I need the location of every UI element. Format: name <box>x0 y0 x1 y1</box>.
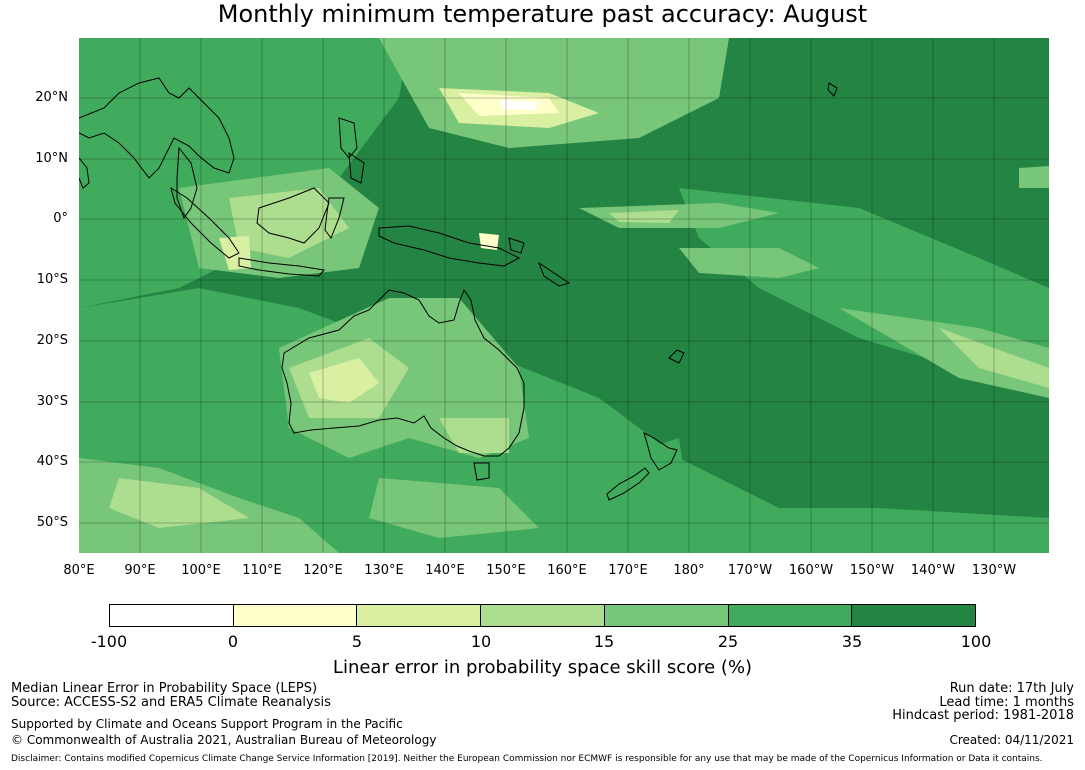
colorbar-segment <box>728 605 853 626</box>
graticule <box>79 38 1049 553</box>
lat-label-50s: 50°S <box>36 515 68 530</box>
lon-label-130w: 130°W <box>971 563 1017 578</box>
colorbar <box>109 604 976 627</box>
lat-label-20n: 20°N <box>35 90 68 105</box>
lon-label-140e: 140°E <box>425 563 465 578</box>
colorbar-segment <box>233 605 358 626</box>
colorbar-tick: 35 <box>841 632 863 651</box>
run-date: Run date: 17th July <box>949 681 1074 696</box>
lon-label-170e: 170°E <box>608 563 648 578</box>
colorbar-segment <box>110 605 234 626</box>
colorbar-tick: 0 <box>227 632 239 651</box>
lon-label-180: 180° <box>673 563 705 578</box>
colorbar-tick: 25 <box>717 632 739 651</box>
colorbar-tick: 15 <box>593 632 615 651</box>
lon-label-130e: 130°E <box>364 563 404 578</box>
colorbar-tick: 5 <box>351 632 363 651</box>
created-date: Created: 04/11/2021 <box>949 733 1074 747</box>
footer-copyright: © Commonwealth of Australia 2021, Austra… <box>11 733 437 747</box>
lon-label-80e: 80°E <box>63 563 95 578</box>
disclaimer: Disclaimer: Contains modified Copernicus… <box>11 754 1043 764</box>
colorbar-label: Linear error in probability space skill … <box>332 657 753 678</box>
lat-label-10s: 10°S <box>36 272 68 287</box>
map-canvas <box>79 38 1049 553</box>
lon-label-100e: 100°E <box>181 563 221 578</box>
lon-label-120e: 120°E <box>303 563 343 578</box>
colorbar-segment <box>604 605 729 626</box>
lon-label-170w: 170°W <box>727 563 773 578</box>
hindcast-period: Hindcast period: 1981-2018 <box>892 708 1074 723</box>
lon-label-160w: 160°W <box>788 563 834 578</box>
lat-label-40s: 40°S <box>36 454 68 469</box>
colorbar-tick: 10 <box>470 632 492 651</box>
lon-label-140w: 140°W <box>910 563 956 578</box>
lon-label-150e: 150°E <box>486 563 526 578</box>
lon-label-110e: 110°E <box>242 563 282 578</box>
colorbar-tick: 100 <box>960 632 992 651</box>
lat-label-30s: 30°S <box>36 394 68 409</box>
lat-label-20s: 20°S <box>36 333 68 348</box>
lon-label-90e: 90°E <box>124 563 156 578</box>
footer-source: Source: ACCESS-S2 and ERA5 Climate Reana… <box>11 695 331 710</box>
lead-time: Lead time: 1 months <box>939 695 1074 710</box>
colorbar-segment <box>481 605 605 626</box>
colorbar-segment <box>852 605 976 626</box>
skill-score-map <box>79 38 1049 553</box>
lat-label-10n: 10°N <box>35 151 68 166</box>
lat-label-equator: 0° <box>53 211 68 226</box>
map-title: Monthly minimum temperature past accurac… <box>217 0 868 28</box>
lon-label-150w: 150°W <box>849 563 895 578</box>
colorbar-tick: -100 <box>90 632 128 651</box>
skill-field <box>79 38 1049 553</box>
colorbar-segment <box>357 605 482 626</box>
footer-method: Median Linear Error in Probability Space… <box>11 681 318 696</box>
coastlines <box>79 77 838 501</box>
lon-label-160e: 160°E <box>547 563 587 578</box>
footer-support: Supported by Climate and Oceans Support … <box>11 717 403 731</box>
